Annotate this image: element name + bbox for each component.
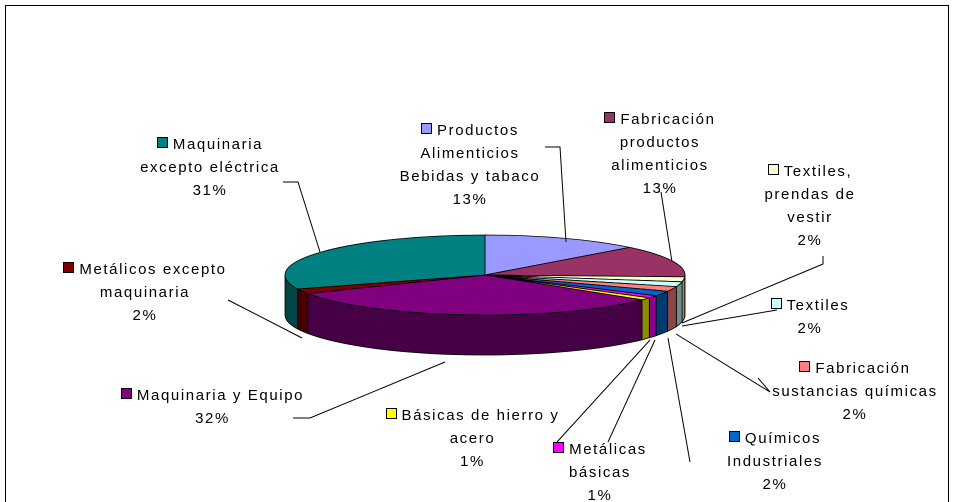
label-name: Básicas de hierro y acero [401,407,560,447]
slice-side [667,285,677,332]
legend-swatch [385,408,397,419]
leader-lines [227,146,824,463]
label-percent: 31% [192,182,228,199]
label-name: Productos Alimenticios Bebidas y tabaco [399,122,541,185]
leader-line [667,337,691,463]
label-percent: 2% [762,476,788,493]
leader-line [545,146,567,243]
legend-swatch [63,262,75,273]
slice [284,234,486,290]
slice [484,234,630,276]
pie [284,234,686,356]
leader-line [660,191,673,263]
data-label: Textiles 2% [770,294,850,340]
data-label: Maquinaria excepto eléctrica 31% [130,133,290,202]
slice-side [641,297,650,341]
data-label: Maquinaria y Equipo 32% [120,384,305,430]
leader-line [227,299,303,339]
slice-side [297,288,309,335]
legend-swatch [767,164,779,175]
data-label: Metálicos excepto maquinaria 2% [55,258,235,327]
slice-side [681,276,686,323]
leader-line [675,333,771,393]
label-name: Químicos Industriales [727,430,823,470]
legend-swatch [604,112,616,123]
leader-line [293,361,446,419]
label-name: Textiles [786,297,850,314]
leader-line [283,181,321,253]
label-name: Textiles, prendas de vestir [764,163,856,226]
label-percent: 1% [587,487,613,502]
legend-swatch [770,298,782,309]
label-name: Metálicas básicas [568,441,647,481]
legend-swatch [799,361,811,372]
label-percent: 2% [797,232,823,249]
data-label: Químicos Industriales 2% [690,427,860,496]
legend-swatch [553,442,565,453]
slice-side [648,295,657,339]
data-label: Fabricación sustancias químicas 2% [770,357,940,426]
leader-line [556,339,651,443]
label-percent: 2% [842,406,868,423]
label-percent: 13% [452,191,488,208]
leader-line [681,256,824,324]
legend-swatch [120,388,132,399]
data-label: Productos Alimenticios Bebidas y tabaco 1… [385,119,555,211]
label-percent: 1% [460,453,485,470]
data-label: Fabricación productos alimenticios 13% [580,108,740,200]
label-name: Maquinaria y Equipo [136,387,305,404]
label-percent: 32% [195,410,230,427]
legend-swatch [421,123,433,134]
legend-swatch [728,431,740,442]
label-percent: 13% [642,180,678,197]
label-name: Fabricación sustancias químicas [772,360,938,400]
label-percent: 2% [132,307,158,324]
label-percent: 2% [797,320,823,337]
label-name: Fabricación productos alimenticios [611,111,716,174]
leader-line [681,309,778,327]
slice-side [655,290,669,337]
data-label: Textiles, prendas de vestir 2% [740,160,880,252]
data-label: Básicas de hierro y acero 1% [385,404,560,473]
legend-swatch [156,137,168,148]
leader-line [607,339,656,443]
slice-side [675,280,683,328]
data-label: Metálicas básicas 1% [540,438,660,502]
label-name: Maquinaria excepto eléctrica [140,136,280,176]
label-name: Metálicos excepto maquinaria [79,261,227,301]
